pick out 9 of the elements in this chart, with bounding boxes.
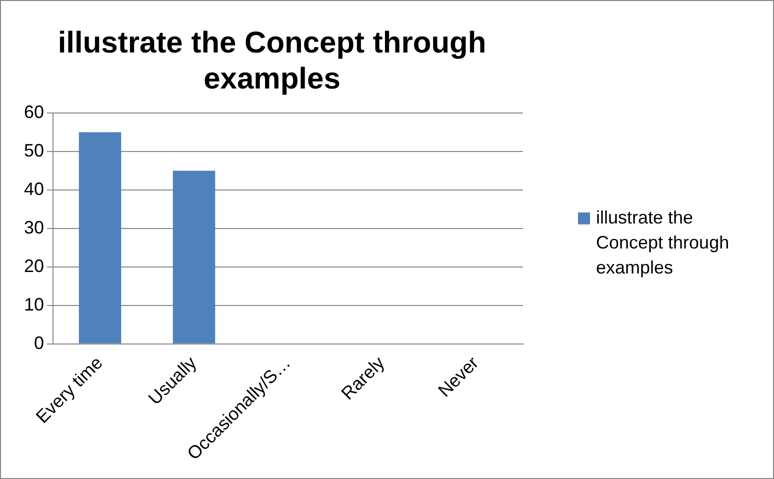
y-tick-label: 40 [24, 178, 44, 199]
y-tick-label: 20 [24, 256, 44, 276]
y-tick-label: 50 [24, 140, 44, 160]
y-tick-label: 30 [24, 217, 44, 238]
y-tick-label: 60 [24, 102, 44, 122]
legend-label: illustrate the Concept through examples [596, 207, 730, 278]
y-tick-label: 0 [34, 332, 44, 353]
y-tick-label: 10 [24, 294, 44, 314]
chart-title: illustrate the Concept through examples [58, 26, 486, 96]
